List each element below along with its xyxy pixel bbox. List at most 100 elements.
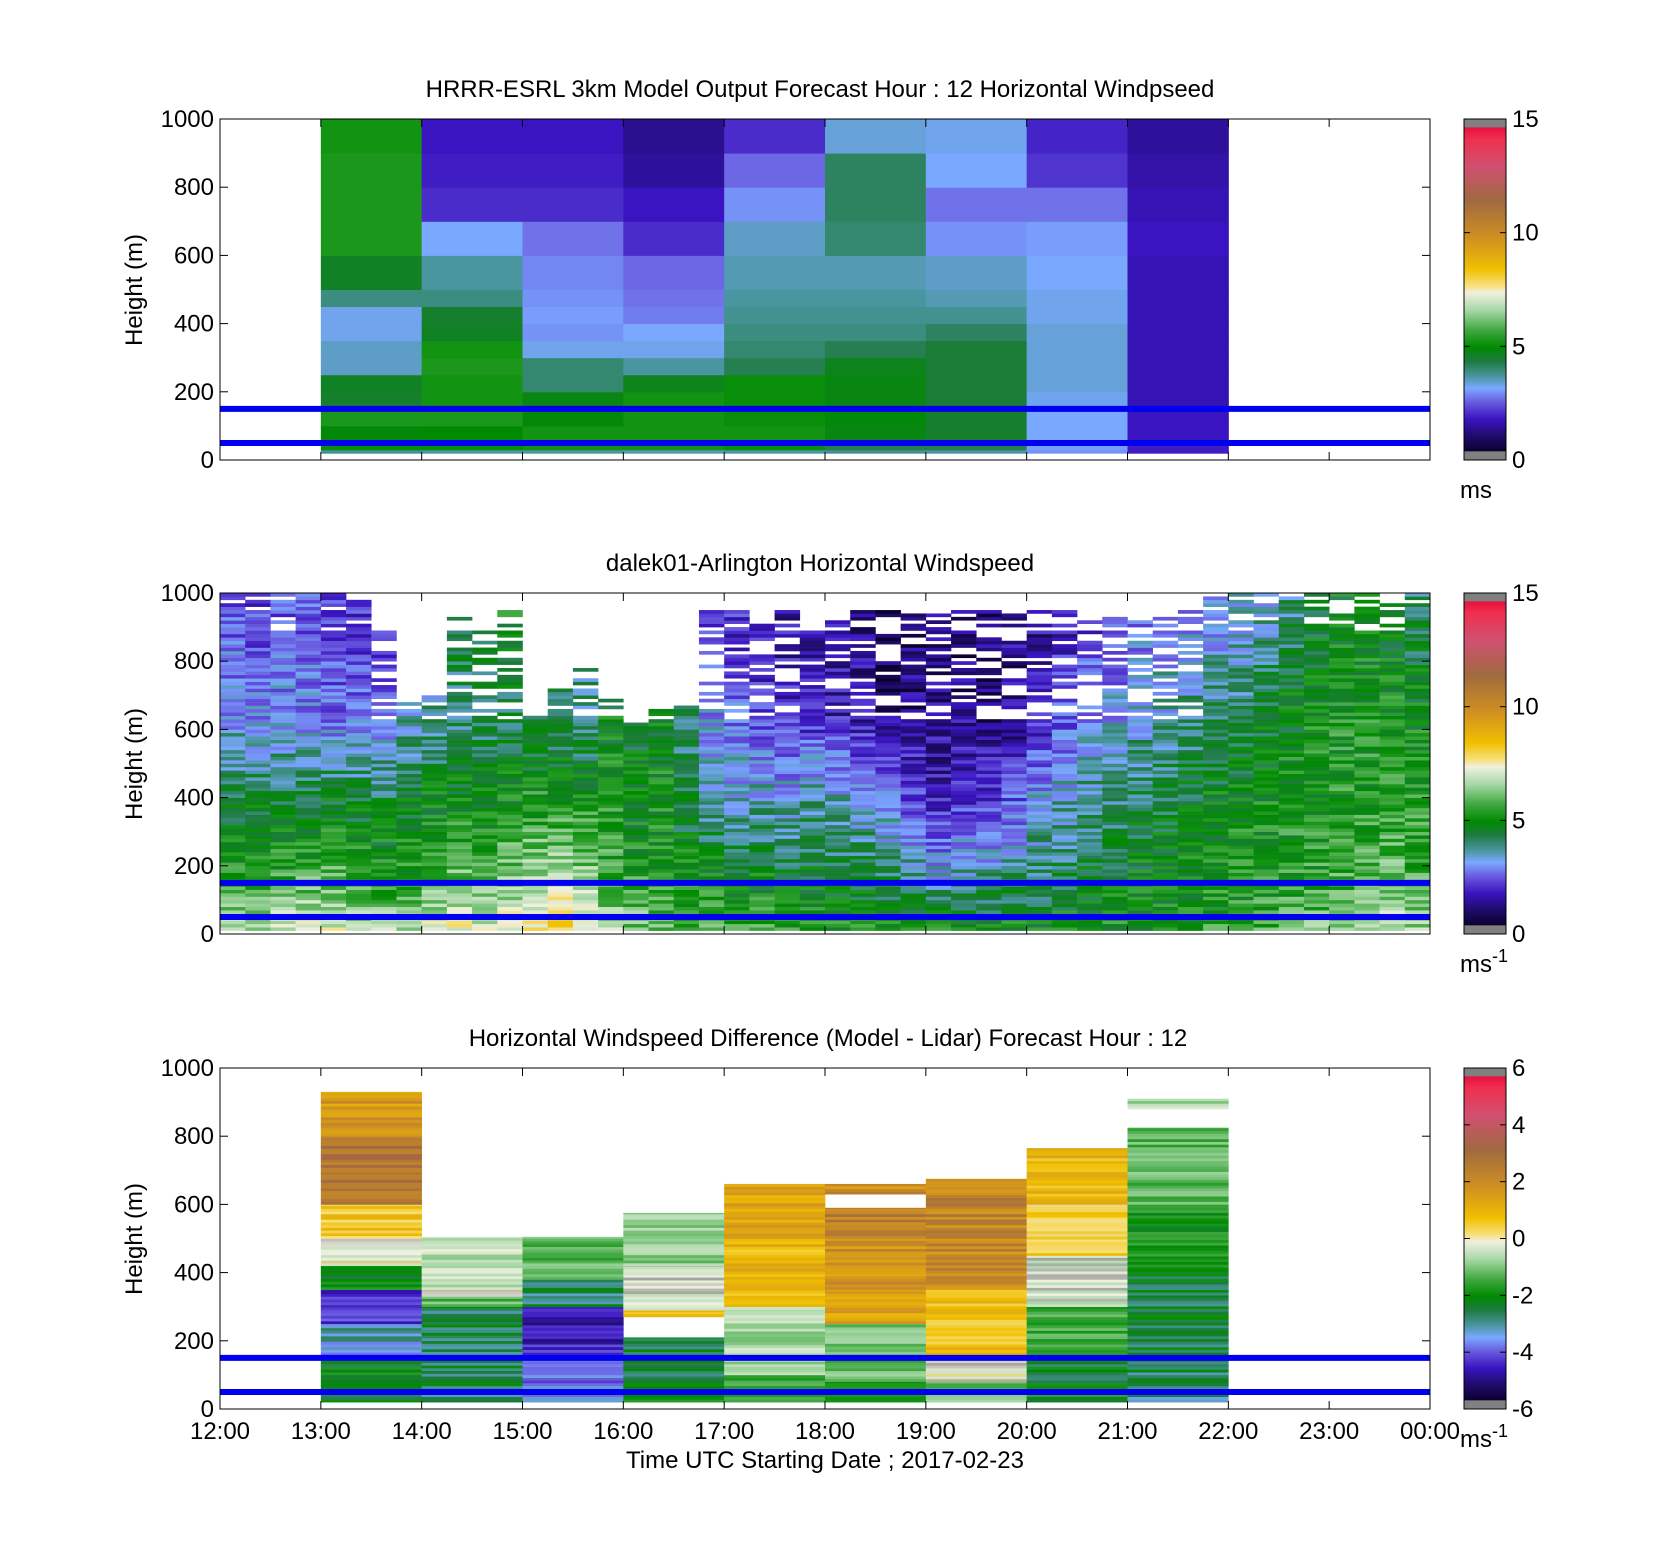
lidar-cell xyxy=(371,841,397,846)
lidar-cell xyxy=(295,671,322,676)
lidar-cell xyxy=(220,647,246,652)
lidar-cell xyxy=(951,644,977,648)
lidar-cell xyxy=(572,835,599,839)
lidar-cell xyxy=(220,623,246,628)
difference-cell xyxy=(1026,1316,1128,1320)
lidar-cell xyxy=(673,725,700,730)
lidar-cell xyxy=(875,705,901,710)
lidar-cell xyxy=(1379,650,1406,655)
lidar-cell xyxy=(850,886,876,890)
lidar-cell xyxy=(698,811,725,815)
difference-cell xyxy=(925,1376,1027,1380)
lidar-cell xyxy=(951,770,977,775)
lidar-cell xyxy=(1051,896,1078,901)
lidar-cell xyxy=(825,623,851,628)
lidar-cell xyxy=(1051,773,1078,778)
lidar-cell xyxy=(825,722,851,727)
lidar-cell xyxy=(497,633,523,638)
difference-cell xyxy=(1026,1233,1128,1237)
lidar-cell xyxy=(1102,681,1128,686)
lidar-cell xyxy=(875,903,901,908)
lidar-cell xyxy=(1077,886,1103,890)
lidar-cell xyxy=(497,746,523,751)
lidar-cell xyxy=(724,821,750,826)
difference-cell xyxy=(925,1341,1027,1345)
lidar-cell xyxy=(623,773,649,778)
lidar-cell xyxy=(396,821,422,826)
lidar-cell xyxy=(900,698,927,703)
difference-cell xyxy=(623,1399,725,1403)
lidar-cell xyxy=(698,777,725,781)
lidar-cell xyxy=(547,773,574,778)
lidar-cell xyxy=(1001,920,1027,925)
model-cell xyxy=(623,374,725,393)
lidar-cell xyxy=(1354,848,1380,853)
lidar-cell xyxy=(850,736,876,740)
lidar-cell xyxy=(220,797,246,802)
lidar-cell xyxy=(1127,661,1154,665)
lidar-cell xyxy=(623,790,649,795)
lidar-cell xyxy=(1051,821,1078,826)
y-tick-label: 800 xyxy=(174,648,214,675)
lidar-cell xyxy=(220,893,246,897)
lidar-cell xyxy=(497,899,523,904)
lidar-cell xyxy=(1303,657,1330,662)
lidar-cell xyxy=(1354,647,1380,652)
lidar-cell xyxy=(346,910,372,914)
lidar-cell xyxy=(673,732,700,737)
lidar-cell xyxy=(1026,804,1053,809)
lidar-cell xyxy=(270,927,296,931)
lidar-cell xyxy=(1278,746,1305,751)
lidar-cell xyxy=(1077,797,1103,802)
model-cell xyxy=(925,323,1028,342)
lidar-cell xyxy=(1177,743,1204,747)
difference-cell xyxy=(724,1268,826,1272)
lidar-cell xyxy=(825,725,851,730)
lidar-cell xyxy=(724,783,750,788)
lidar-cell xyxy=(371,722,397,727)
lidar-cell xyxy=(1228,920,1254,925)
lidar-cell xyxy=(1203,923,1229,928)
lidar-cell xyxy=(951,886,977,890)
lidar-cell xyxy=(1404,886,1431,890)
lidar-cell xyxy=(724,698,750,703)
model-cell xyxy=(522,425,624,441)
lidar-cell xyxy=(976,719,1002,723)
lidar-cell xyxy=(371,811,397,815)
lidar-cell xyxy=(951,814,977,819)
lidar-cell xyxy=(1102,633,1128,638)
difference-cell xyxy=(1026,1295,1128,1299)
lidar-cell xyxy=(1404,688,1431,693)
model-cell xyxy=(320,255,423,290)
lidar-cell xyxy=(724,620,750,624)
lidar-cell xyxy=(875,869,901,873)
lidar-cell xyxy=(774,886,801,890)
lidar-cell xyxy=(951,831,977,836)
lidar-cell xyxy=(1177,903,1204,908)
lidar-cell xyxy=(925,790,952,795)
lidar-cell xyxy=(1203,862,1229,867)
lidar-cell xyxy=(648,903,675,908)
lidar-cell xyxy=(774,876,801,880)
difference-cell xyxy=(1026,1282,1128,1286)
lidar-cell xyxy=(472,831,498,836)
lidar-cell xyxy=(472,804,498,809)
lidar-cell xyxy=(1177,644,1204,648)
lidar-cell xyxy=(320,787,347,792)
model-cell xyxy=(1026,119,1128,154)
difference-cell xyxy=(421,1359,523,1363)
lidar-cell xyxy=(925,620,952,624)
lidar-cell xyxy=(1228,603,1254,607)
lidar-cell xyxy=(1203,678,1229,682)
lidar-cell xyxy=(1001,886,1027,890)
lidar-cell xyxy=(749,722,775,727)
lidar-cell xyxy=(976,736,1002,740)
lidar-cell xyxy=(1354,824,1380,829)
lidar-cell xyxy=(724,749,750,754)
lidar-cell xyxy=(1152,674,1179,679)
lidar-cell xyxy=(648,923,675,928)
model-cell xyxy=(522,357,624,376)
difference-cell xyxy=(925,1227,1027,1231)
lidar-cell xyxy=(1228,732,1254,737)
lidar-cell xyxy=(724,824,750,829)
